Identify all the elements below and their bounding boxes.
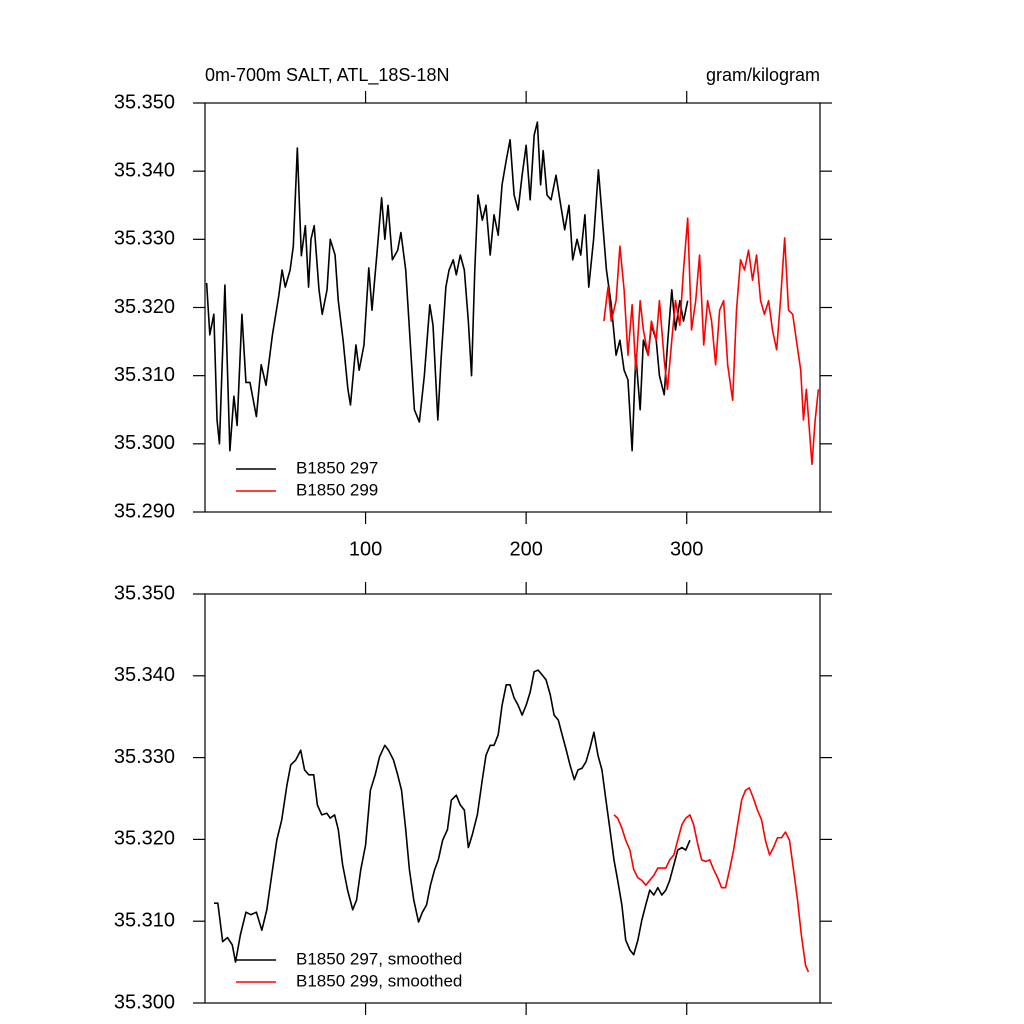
data-line xyxy=(213,669,691,963)
y-tick-label: 35.320 xyxy=(114,296,175,318)
legend-label: B1850 299, smoothed xyxy=(296,971,462,990)
units-label: gram/kilogram xyxy=(706,65,820,85)
x-tick-label: 100 xyxy=(349,538,382,560)
data-line xyxy=(205,121,689,452)
legend-label: B1850 299 xyxy=(296,480,378,499)
y-tick-label: 35.310 xyxy=(114,909,175,931)
data-line xyxy=(613,787,810,973)
y-tick-label: 35.340 xyxy=(114,159,175,181)
y-tick-label: 35.310 xyxy=(114,364,175,386)
x-tick-label: 200 xyxy=(509,538,542,560)
x-tick-label: 300 xyxy=(670,538,703,560)
y-tick-label: 35.350 xyxy=(114,91,175,113)
data-line xyxy=(603,217,820,466)
y-tick-label: 35.330 xyxy=(114,228,175,250)
y-tick-label: 35.320 xyxy=(114,828,175,850)
y-tick-label: 35.290 xyxy=(114,500,175,522)
y-tick-label: 35.300 xyxy=(114,432,175,454)
legend-label: B1850 297, smoothed xyxy=(296,949,462,968)
y-tick-label: 35.340 xyxy=(114,664,175,686)
plot-frame xyxy=(204,593,821,1004)
chart-title: 0m-700m SALT, ATL_18S-18N xyxy=(205,65,449,86)
legend-label: B1850 297 xyxy=(296,458,378,477)
y-tick-label: 35.300 xyxy=(114,991,175,1013)
y-tick-label: 35.330 xyxy=(114,746,175,768)
y-tick-label: 35.350 xyxy=(114,582,175,604)
